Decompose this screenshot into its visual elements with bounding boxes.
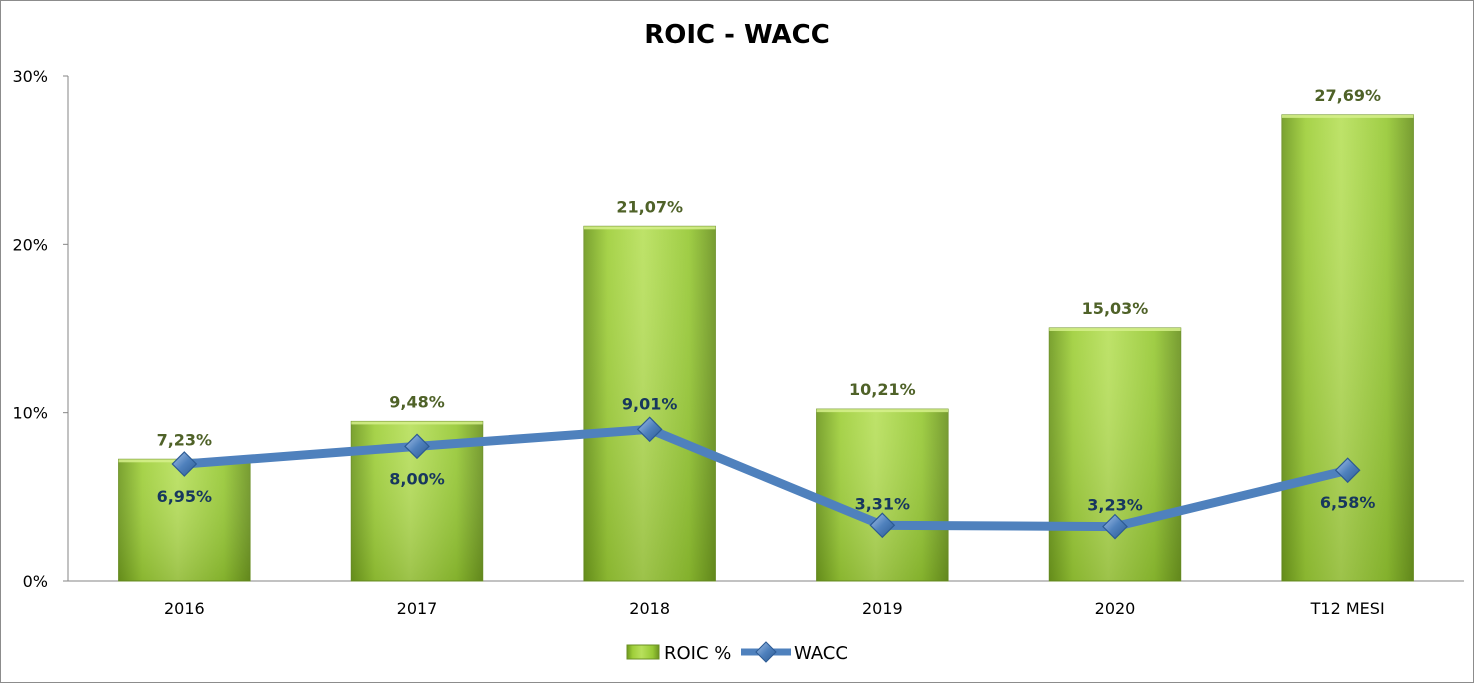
roic-data-label: 21,07% [616,197,683,216]
y-axis: 0% 10% 20% 30% [12,67,69,591]
x-tick-label: 2018 [629,599,670,618]
x-axis: 2016 2017 2018 2019 2020 T12 MESI [68,580,1464,618]
legend-swatch-roic [626,644,660,660]
roic-data-labels: 7,23% 9,48% 21,07% 10,21% 15,03% 27,69% [157,86,1381,449]
wacc-data-label: 3,31% [855,494,911,513]
roic-bar [816,408,949,582]
roic-data-label: 10,21% [849,380,916,399]
y-tick-label: 20% [12,235,48,254]
x-tick-label: 2017 [397,599,438,618]
wacc-point [636,416,663,443]
wacc-line-series [171,416,1361,540]
wacc-point [171,451,198,477]
roic-data-label: 9,48% [389,392,445,411]
wacc-point [869,512,896,539]
roic-bar [583,225,716,582]
x-tick-label: T12 MESI [1310,599,1385,618]
roic-data-label: 15,03% [1082,299,1149,318]
wacc-data-label: 6,95% [157,487,213,506]
roic-bar [1281,114,1414,582]
wacc-line [179,424,1353,532]
legend-item-wacc: WACC [741,641,848,664]
wacc-point [1102,513,1128,540]
wacc-data-label: 3,23% [1087,496,1143,515]
y-tick-label: 10% [12,404,48,423]
wacc-data-label: 9,01% [622,394,678,413]
wacc-data-labels: 6,95% 8,00% 9,01% 3,31% 3,23% 6,58% [157,394,1376,514]
y-tick-label: 0% [23,572,48,591]
wacc-data-label: 6,58% [1320,493,1376,512]
wacc-point [1334,457,1361,484]
legend-label-roic: ROIC % [664,643,731,664]
legend-label-wacc: WACC [794,643,848,664]
roic-bar [1048,327,1182,582]
roic-data-label: 27,69% [1314,86,1381,105]
roic-bar [118,458,251,582]
x-tick-label: 2019 [862,599,903,618]
legend: ROIC % WACC [626,641,848,664]
wacc-data-label: 8,00% [389,469,445,488]
chart-title: ROIC - WACC [644,20,830,50]
y-tick-label: 30% [12,67,48,86]
legend-item-roic: ROIC % [626,643,731,664]
roic-bars [118,114,1414,582]
wacc-point [404,433,430,460]
x-tick-label: 2016 [164,599,205,618]
legend-swatch-wacc-marker [755,641,777,663]
roic-data-label: 7,23% [157,430,213,449]
x-tick-label: 2020 [1095,599,1136,618]
